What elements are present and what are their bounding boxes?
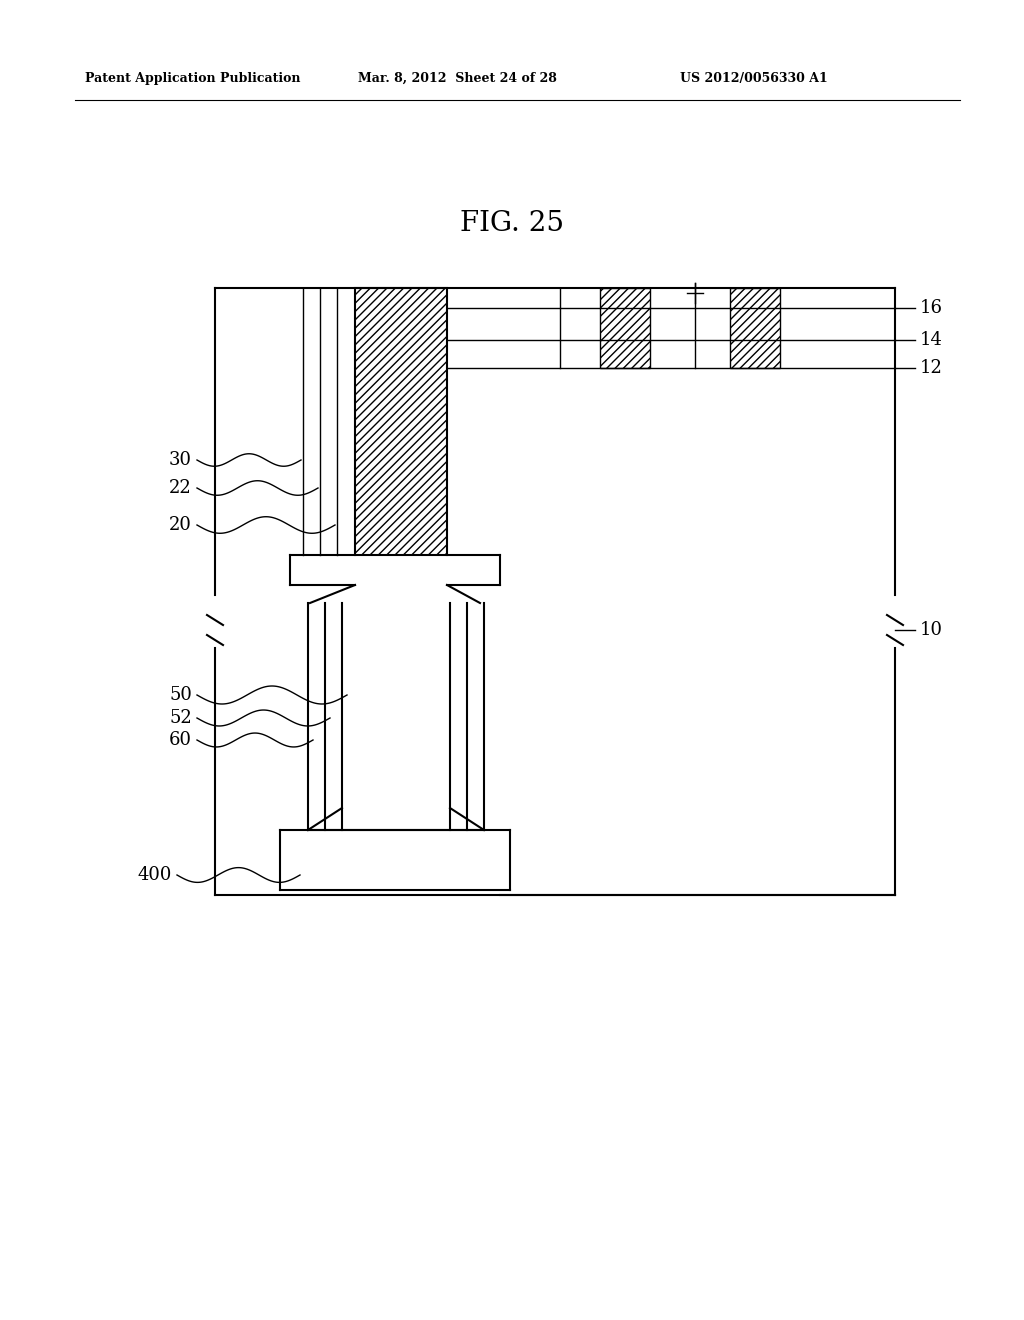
Bar <box>600 288 650 368</box>
Bar <box>355 288 447 554</box>
Text: 22: 22 <box>169 479 193 498</box>
Text: 12: 12 <box>920 359 943 378</box>
Text: 30: 30 <box>169 451 193 469</box>
Text: 14: 14 <box>920 331 943 348</box>
Text: US 2012/0056330 A1: US 2012/0056330 A1 <box>680 73 827 84</box>
Text: 20: 20 <box>169 516 193 535</box>
Text: 60: 60 <box>169 731 193 748</box>
Text: Mar. 8, 2012  Sheet 24 of 28: Mar. 8, 2012 Sheet 24 of 28 <box>358 73 557 84</box>
Text: 52: 52 <box>169 709 193 727</box>
Text: 400: 400 <box>137 866 172 884</box>
Text: 16: 16 <box>920 300 943 317</box>
Text: Patent Application Publication: Patent Application Publication <box>85 73 300 84</box>
Text: 10: 10 <box>920 620 943 639</box>
Bar <box>730 288 780 368</box>
Text: FIG. 25: FIG. 25 <box>460 210 564 238</box>
Text: 50: 50 <box>169 686 193 704</box>
